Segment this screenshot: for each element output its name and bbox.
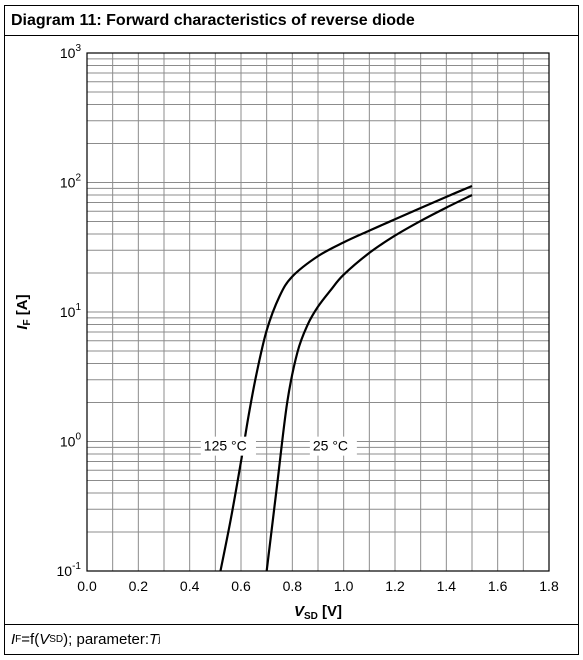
footer-param-text: ); parameter: (63, 631, 150, 648)
y-tick-label: 103 (60, 43, 82, 61)
axis-titles: VSD [V] IF [A] (14, 294, 342, 622)
y-axis-title: IF [A] (14, 294, 33, 329)
chart-title: Diagram 11: Forward characteristics of r… (5, 6, 578, 36)
x-tick-label: 1.2 (385, 578, 405, 594)
x-tick-labels: 0.0 0.2 0.4 0.6 0.8 1.0 1.2 1.4 1.6 1.8 (77, 578, 559, 594)
plot-border (86, 52, 550, 572)
x-tick-label: 1.4 (437, 578, 457, 594)
plot-area-border (86, 52, 550, 572)
x-tick-label: 0.6 (231, 578, 251, 594)
y-tick-labels: 10-1 100 101 102 103 (57, 43, 82, 579)
annotation-label: 125 °C (204, 438, 247, 454)
annotation-label: 25 °C (313, 438, 348, 454)
x-tick-label: 1.6 (488, 578, 508, 594)
x-tick-label: 0.8 (283, 578, 303, 594)
annotation-bg (200, 436, 256, 456)
x-tick-label: 0.0 (77, 578, 97, 594)
footer-eq: =f( (21, 631, 40, 648)
grid-lines (86, 52, 550, 572)
footer-vsd-symbol: V (39, 631, 50, 648)
footer-tj-symbol: T (149, 631, 159, 648)
footer-if-symbol: I (11, 631, 16, 648)
annotations: 125 °C 25 °C (200, 436, 357, 456)
series-line-0 (219, 184, 473, 572)
footer-tj-sub: j (158, 634, 161, 645)
series-line-1 (265, 194, 473, 572)
x-tick-label: 1.8 (539, 578, 559, 594)
x-tick-label: 0.2 (129, 578, 149, 594)
x-axis-title: VSD [V] (294, 603, 342, 622)
series-lines (219, 184, 473, 572)
y-tick-label: 100 (60, 432, 82, 450)
y-tick-label: 101 (60, 302, 82, 320)
annotation-bg (309, 436, 357, 456)
x-tick-label: 1.0 (334, 578, 354, 594)
diagram-frame: Diagram 11: Forward characteristics of r… (4, 5, 579, 655)
y-tick-label: 10-1 (57, 561, 82, 579)
footer-vsd-sub: SD (49, 634, 64, 645)
footer-if-sub: F (15, 634, 22, 645)
y-tick-label: 102 (60, 173, 82, 191)
x-tick-label: 0.4 (180, 578, 200, 594)
